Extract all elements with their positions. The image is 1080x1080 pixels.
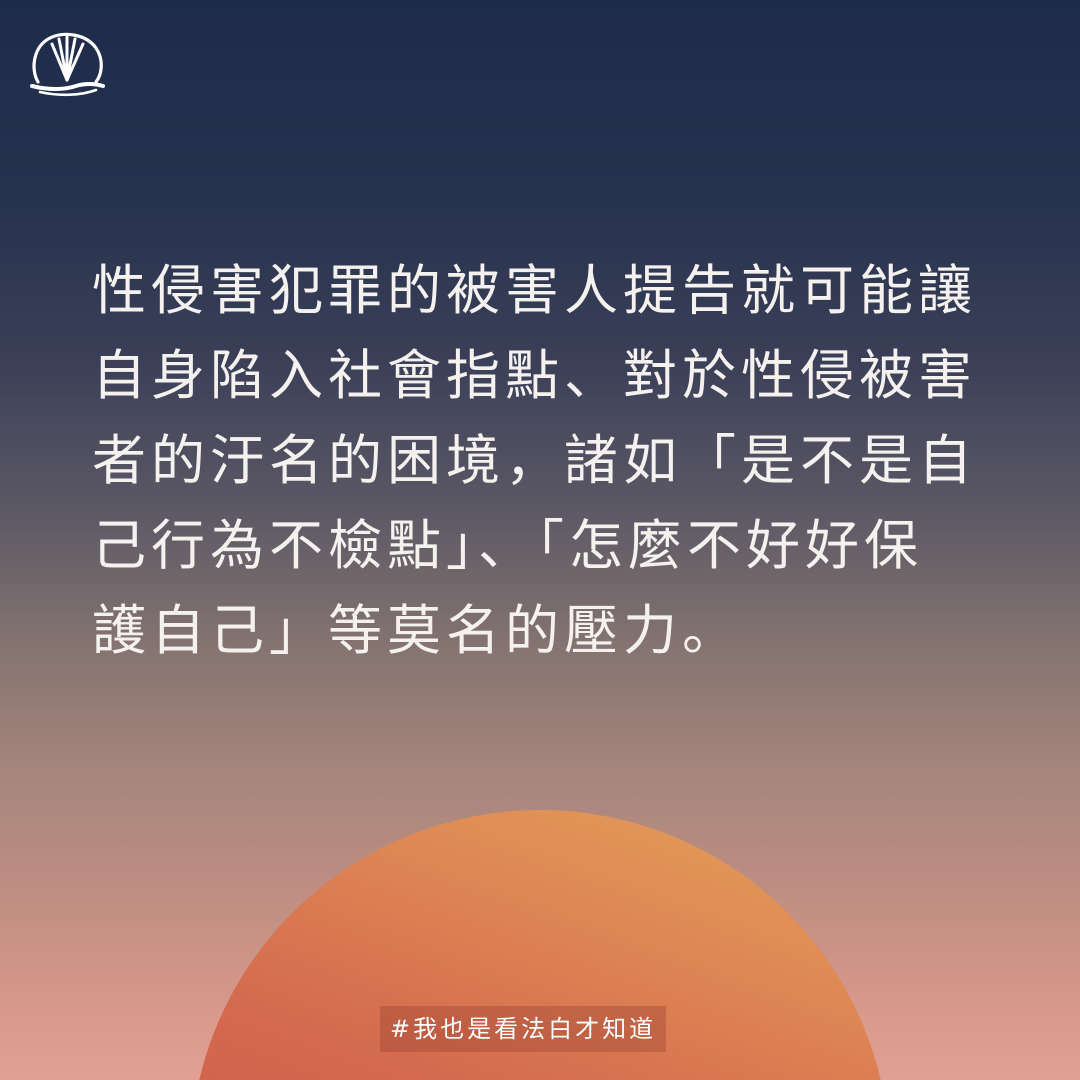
- message-line-5: 護自己」等莫名的壓力。: [92, 599, 741, 662]
- message-line-4: 己行為不檢點」、「怎麼不好好保: [92, 514, 923, 577]
- message-line-2: 自身陷入社會指點、對於性侵被害: [92, 344, 977, 407]
- main-message: 性侵害犯罪的被害人提告就可能讓 自身陷入社會指點、對於性侵被害 者的汙名的困境，…: [92, 248, 1002, 673]
- hashtag-label: #我也是看法白才知道: [380, 1006, 667, 1052]
- brand-logo-icon: [30, 32, 105, 97]
- message-line-1: 性侵害犯罪的被害人提告就可能讓: [92, 259, 977, 322]
- message-line-3: 者的汙名的困境，諸如「是不是自: [92, 429, 977, 492]
